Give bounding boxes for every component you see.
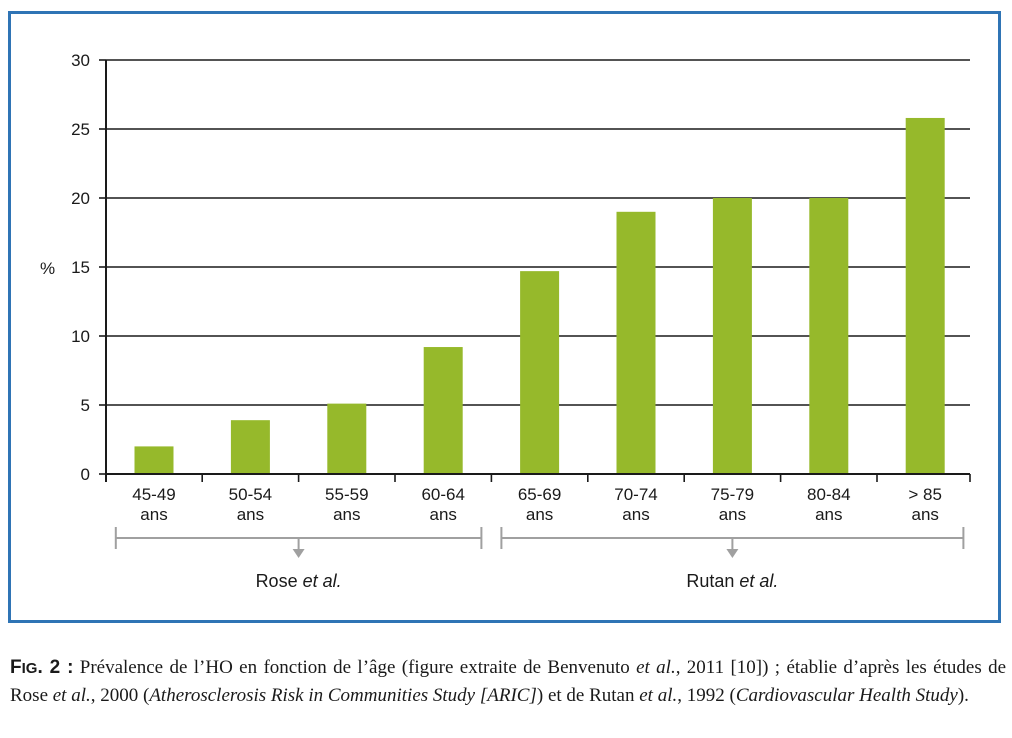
bar: [327, 403, 367, 474]
group-label-etal: et al.: [739, 571, 778, 591]
group-arrow-head: [292, 549, 305, 558]
caption-text-3: , 2000 (: [90, 685, 150, 706]
x-tick-labels: 45-49ans50-54ans55-59ans60-64ans65-69ans…: [132, 485, 942, 524]
caption-etal-3: et al.: [639, 685, 678, 706]
x-tick-label-unit: ans: [622, 505, 649, 524]
caption-study-chs: Cardiovascular Health Study: [735, 685, 958, 706]
caption-text-5: , 1992 (: [677, 685, 736, 706]
x-tick-label-unit: ans: [911, 505, 938, 524]
figure-caption: FIG. 2 : Prévalence de l’HO en fonction …: [10, 654, 1006, 709]
bars: [134, 117, 945, 475]
x-tick-label-unit: ans: [815, 505, 842, 524]
y-tick-label: 5: [81, 396, 90, 415]
bar: [230, 420, 270, 474]
study-groups: Rose et al. Rutan et al.: [114, 527, 965, 591]
y-tick-label: 30: [71, 51, 90, 70]
x-tick-label: 50-54: [229, 485, 272, 504]
group-label: Rose et al.: [256, 571, 342, 591]
bar: [712, 198, 752, 474]
bar: [616, 211, 656, 475]
axes: [99, 59, 971, 482]
group-label-etal: et al.: [303, 571, 342, 591]
caption-etal-1: et al.: [636, 657, 676, 678]
caption-study-aric: Atherosclerosis Risk in Communities Stud…: [149, 685, 537, 706]
bar: [809, 198, 849, 474]
y-tick-label: 20: [71, 189, 90, 208]
y-axis-label: %: [40, 259, 55, 278]
x-tick-label: 45-49: [132, 485, 175, 504]
x-tick-label: 80-84: [807, 485, 850, 504]
x-tick-label: 55-59: [325, 485, 368, 504]
bar: [134, 446, 174, 474]
y-tick-label: 0: [81, 465, 90, 484]
group-label: Rutan et al.: [686, 571, 778, 591]
bar: [520, 271, 560, 474]
caption-text-2: , 2011 [10]) ; établie d’après les étude…: [10, 657, 1007, 706]
bar: [905, 117, 945, 475]
caption-etal-2: et al.: [52, 685, 91, 706]
y-tick-labels: 0 5 10 15 20 25 30: [71, 51, 90, 484]
x-tick-label: 75-79: [711, 485, 754, 504]
figure-label: FIG. 2 :: [10, 657, 74, 678]
group-arrow-head: [726, 549, 739, 558]
x-tick-label-unit: ans: [140, 505, 167, 524]
x-tick-label-unit: ans: [333, 505, 360, 524]
x-tick-label-unit: ans: [719, 505, 746, 524]
y-tick-label: 10: [71, 327, 90, 346]
group-label-name: Rose: [256, 571, 303, 591]
caption-text-1: Prévalence de l’HO en fonction de l’âge …: [73, 657, 637, 678]
y-tick-label: 15: [71, 258, 90, 277]
caption-text-6: ).: [957, 685, 969, 706]
x-tick-label: 65-69: [518, 485, 561, 504]
y-tick-label: 25: [71, 120, 90, 139]
x-tick-label-unit: ans: [429, 505, 456, 524]
x-tick-label-unit: ans: [526, 505, 553, 524]
caption-text-4: ) et de Rutan: [536, 685, 640, 706]
x-tick-label: 60-64: [421, 485, 464, 504]
bar: [423, 347, 463, 474]
x-tick-label: 70-74: [614, 485, 657, 504]
x-tick-label: > 85: [908, 485, 942, 504]
x-tick-label-unit: ans: [237, 505, 264, 524]
group-label-name: Rutan: [686, 571, 739, 591]
